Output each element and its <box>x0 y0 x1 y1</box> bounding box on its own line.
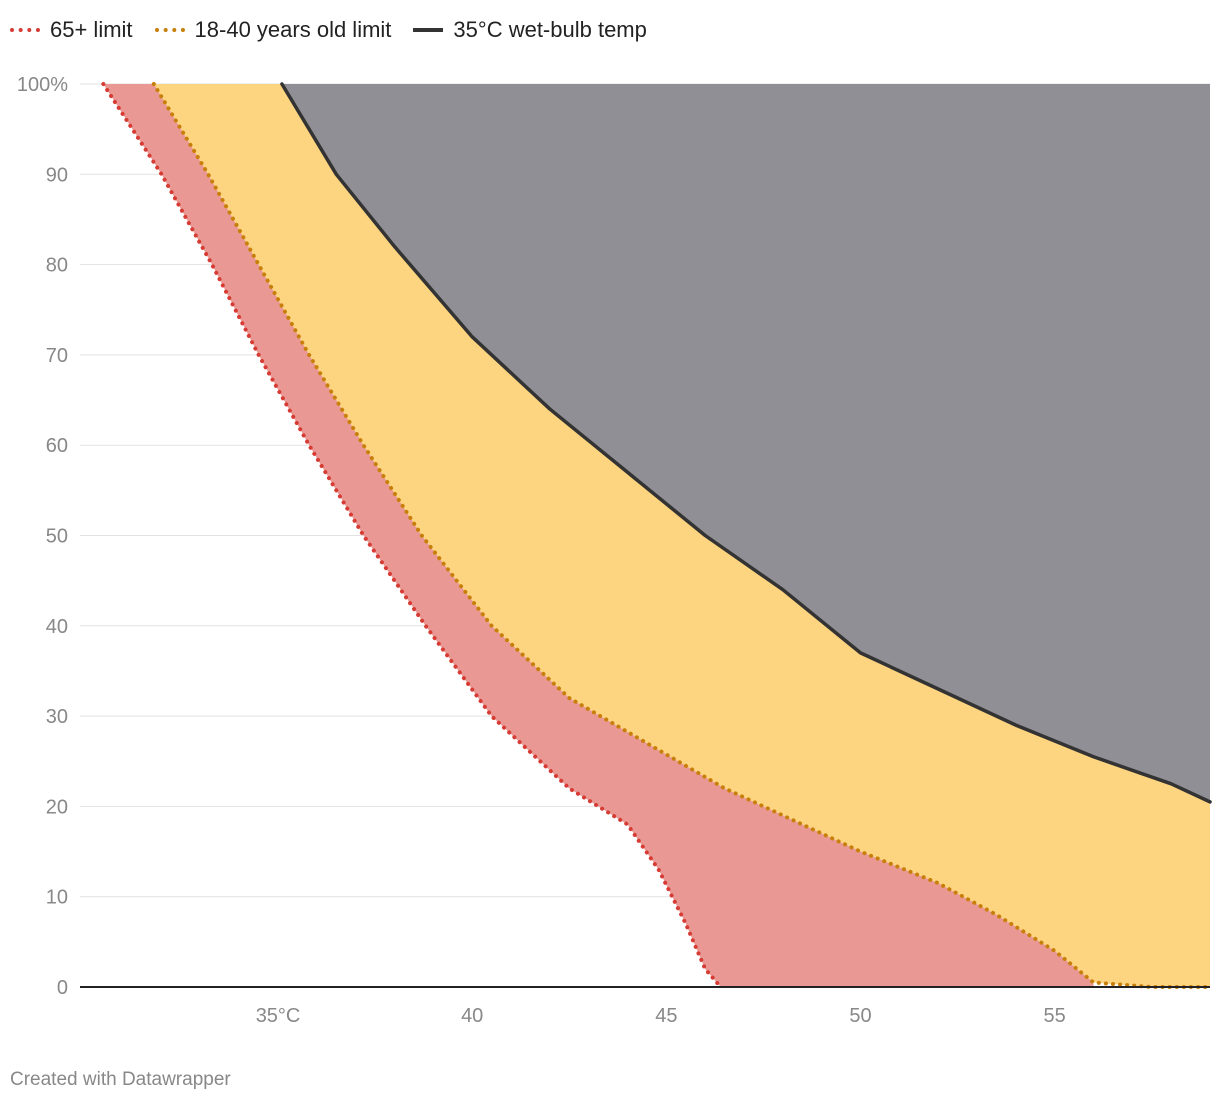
legend-item-18-40: 18-40 years old limit <box>154 17 392 43</box>
series-line-65plus <box>101 82 723 989</box>
area-65plus <box>103 84 1094 987</box>
x-tick-label: 50 <box>849 1005 871 1027</box>
area-fills <box>103 84 1211 987</box>
credit-text: Created with Datawrapper <box>10 1069 231 1090</box>
legend-swatch-65plus <box>10 28 40 32</box>
series-line-18-40 <box>151 82 1212 989</box>
legend-label-18-40: 18-40 years old limit <box>194 17 392 42</box>
y-tick-label: 50 <box>46 526 68 548</box>
legend-item-wet-bulb: 35°C wet-bulb temp <box>413 17 647 43</box>
legend-swatch-18-40 <box>154 28 185 32</box>
x-tick-label: 45 <box>655 1005 677 1027</box>
y-tick-label: 60 <box>46 435 68 457</box>
y-tick-label: 20 <box>46 796 68 818</box>
y-tick-label: 70 <box>46 345 68 367</box>
y-tick-label: 40 <box>46 616 68 638</box>
legend-label-wet-bulb: 35°C wet-bulb temp <box>453 17 647 42</box>
legend-swatch-wet-bulb <box>413 28 444 32</box>
y-tick-label: 30 <box>46 706 68 728</box>
axes: 0 10 20 30 40 50 60 70 80 90 100% 35°C 40 45 50 55 <box>17 74 1210 1027</box>
chart-legend: 65+ limit 18-40 years old limit 35°C wet… <box>10 14 647 46</box>
series-line-wet-bulb <box>280 82 1212 804</box>
x-tick-label: 55 <box>1044 1005 1066 1027</box>
y-tick-label: 80 <box>46 255 68 277</box>
y-tick-label: 0 <box>57 977 68 999</box>
area-18-40 <box>153 84 1211 987</box>
x-tick-label: 35°C <box>256 1005 301 1027</box>
series-lines <box>101 82 1212 989</box>
legend-label-65plus: 65+ limit <box>50 17 133 42</box>
y-tick-label: 10 <box>46 887 68 909</box>
y-tick-label: 90 <box>46 164 68 186</box>
x-tick-label: 40 <box>461 1005 483 1027</box>
area-wet-bulb <box>281 84 1210 802</box>
legend-item-65plus: 65+ limit <box>10 17 133 43</box>
y-tick-label: 100% <box>17 74 68 96</box>
